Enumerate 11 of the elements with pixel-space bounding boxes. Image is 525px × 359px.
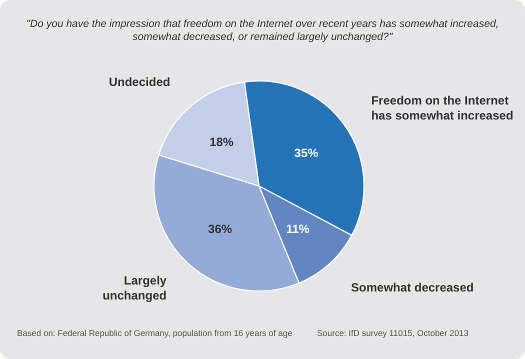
data-label: 35% bbox=[294, 146, 319, 160]
slice-label: Freedom on the Internet has somewhat increased bbox=[371, 94, 514, 123]
data-label: 36% bbox=[208, 222, 232, 236]
slice-label: Somewhat decreased bbox=[351, 280, 474, 295]
chart-title: "Do you have the impression that freedom on the Internet over recent years has somewhat increased, somewhat decreased, or remained largely unchanged?" bbox=[26, 18, 499, 43]
data-label: 18% bbox=[210, 135, 234, 150]
text: Based on: Federal Republic of Germany, population from 16 years of age bbox=[17, 328, 293, 338]
data-label: 11% bbox=[286, 222, 310, 236]
source-note: Source: IfD survey 11015, October 2013 bbox=[317, 328, 469, 338]
slice-label: Largely unchanged bbox=[102, 273, 167, 302]
slice-label: Undecided bbox=[108, 74, 170, 89]
